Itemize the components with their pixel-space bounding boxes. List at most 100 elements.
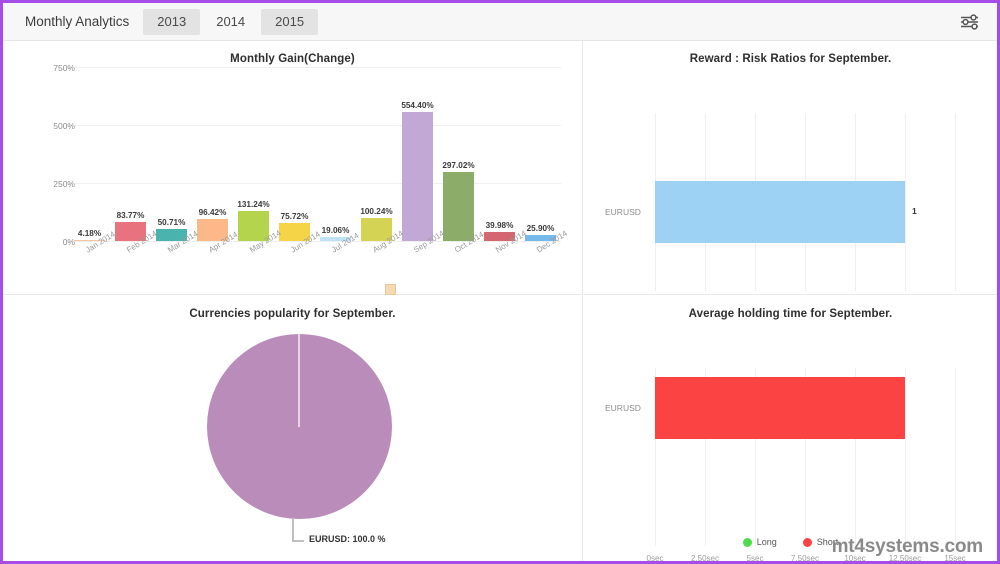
y-axis-tick-label: 250%	[53, 179, 75, 189]
bar-rect[interactable]	[74, 240, 105, 241]
bar-rect[interactable]	[484, 231, 515, 241]
bar-data-label: 96.42%	[198, 207, 227, 217]
bar-rect[interactable]	[197, 218, 228, 241]
gridline-y	[69, 241, 561, 242]
bar-rect[interactable]	[279, 223, 310, 241]
legend-label: Short	[816, 537, 839, 547]
bar-column[interactable]: 554.40%	[397, 67, 438, 241]
gridline-x	[905, 113, 906, 291]
gridline-x	[755, 368, 756, 546]
bar-series: 4.18% 83.77% 50.71% 96.42% 131.24% 75.72% 19.0…	[69, 67, 561, 241]
x-axis-tick-label: 10sec	[844, 554, 866, 563]
gridline-x	[705, 368, 706, 546]
y-axis-tick-label: 750%	[53, 63, 75, 73]
holding-time-legend: Long Short	[584, 537, 997, 547]
legend-item-short[interactable]: Short	[802, 537, 839, 547]
site-watermark: mt4systems.com	[831, 536, 984, 557]
bar-column[interactable]: 100.24%	[356, 67, 397, 241]
panel-reward-risk: Reward : Risk Ratios for September. 00.2…	[584, 41, 997, 308]
bar-data-label: 554.40%	[401, 101, 434, 111]
bar-data-label: 75.72%	[280, 212, 309, 222]
reward-risk-bar-chart: 00.200.400.600.8011.20EURUSD1	[584, 41, 997, 308]
bar-column[interactable]: 19.06%	[315, 67, 356, 241]
bar-rect[interactable]	[655, 181, 905, 243]
sliders-icon[interactable]	[959, 13, 981, 31]
page-title: Monthly Analytics	[25, 14, 130, 29]
bar-column[interactable]: 50.71%	[151, 67, 192, 241]
gridline-x	[905, 368, 906, 546]
gridline-x	[655, 368, 656, 546]
gridline-y	[69, 183, 561, 184]
bar-data-label: 100.24%	[360, 206, 393, 216]
bar-column[interactable]: 25.90%	[520, 67, 561, 241]
tab-2014[interactable]: 2014	[202, 8, 260, 35]
category-axis-label: EURUSD	[605, 403, 641, 413]
x-axis-tick-label: 5sec	[746, 554, 764, 563]
x-axis-tick-label: 7.50sec	[790, 554, 820, 563]
bar-data-label: 25.90%	[526, 224, 555, 233]
gridline-y	[69, 67, 561, 68]
bar-data-label: 83.77%	[116, 210, 145, 220]
bar-rect[interactable]	[402, 112, 433, 241]
dashboard-header: Monthly Analytics 2013 2014 2015	[3, 3, 997, 41]
gridline-x	[855, 368, 856, 546]
bar-data-label: 297.02%	[442, 161, 475, 171]
bar-rect[interactable]	[238, 210, 269, 241]
holding-time-bar-chart: 0sec 2.50sec 5sec 7.50sec 10sec 12.50sec 15sec…	[584, 296, 997, 563]
panel-monthly-gain: Monthly Gain(Change) 750% 500% 250% 0% 4.18%…	[3, 41, 583, 295]
x-axis-tick-label: 12.50sec	[888, 554, 922, 563]
chart-title-currency-popularity: Currencies popularity for September.	[189, 308, 396, 320]
year-tabs: 2013 2014 2015	[143, 8, 320, 35]
gridline-x	[805, 368, 806, 546]
legend-swatch-icon	[742, 537, 752, 547]
bar-data-label: 39.98%	[485, 220, 514, 230]
bar-column[interactable]: 83.77%	[110, 67, 151, 241]
x-axis-tick-label: 0sec	[646, 554, 664, 563]
bar-rect[interactable]	[156, 229, 187, 241]
bar-column[interactable]: 131.24%	[233, 67, 274, 241]
y-axis-tick-label: 0%	[62, 237, 75, 247]
legend-swatch-icon	[802, 537, 812, 547]
pie-slice-eurusd[interactable]	[207, 334, 392, 519]
chart-title-reward-risk: Reward : Risk Ratios for September.	[689, 53, 892, 65]
bar-rect[interactable]	[361, 217, 392, 241]
pie-data-label: EURUSD: 100.0 %	[309, 534, 386, 544]
legend-label: Long	[756, 537, 777, 547]
chart-title-monthly-gain: Monthly Gain(Change)	[230, 53, 355, 65]
bar-data-label: 1	[912, 206, 917, 216]
bar-column[interactable]: 297.02%	[438, 67, 479, 241]
category-axis-label: EURUSD	[605, 207, 641, 217]
tab-2015[interactable]: 2015	[261, 8, 319, 35]
y-axis-tick-label: 500%	[53, 121, 75, 131]
bar-column[interactable]: 75.72%	[274, 67, 315, 241]
panel-holding-time: Average holding time for September. 0sec…	[584, 296, 997, 563]
x-axis-tick-label: 15sec	[944, 554, 966, 563]
chart-title-holding-time: Average holding time for September.	[688, 308, 893, 320]
tab-2013[interactable]: 2013	[143, 8, 201, 35]
pie-leader-line-elbow	[292, 540, 304, 542]
sep-2014-marker	[385, 284, 396, 295]
bar-rect[interactable]	[443, 172, 474, 241]
bar-data-label: 50.71%	[157, 218, 186, 228]
pie-slice-divider	[298, 334, 300, 427]
gridline-y	[69, 125, 561, 126]
x-axis-labels: Jan 2014 Feb 2014 Mar 2014 Apr 2014 May 2014…	[69, 228, 569, 295]
currency-popularity-pie-chart: EURUSD: 100.0 %	[3, 330, 583, 545]
legend-item-long[interactable]: Long	[742, 537, 777, 547]
pie-leader-line	[292, 519, 294, 541]
panel-currency-popularity: Currencies popularity for September. EUR…	[3, 296, 583, 561]
bar-column[interactable]: 96.42%	[192, 67, 233, 241]
bar-rect[interactable]	[115, 221, 146, 241]
bar-rect[interactable]	[655, 377, 905, 439]
gridline-x	[955, 113, 956, 291]
gridline-x	[955, 368, 956, 546]
bar-rect[interactable]	[525, 235, 556, 241]
bar-column[interactable]: 39.98%	[479, 67, 520, 241]
bar-data-label: 4.18%	[77, 229, 102, 238]
monthly-gain-bar-chart: 750% 500% 250% 0% 4.18% 83.77% 50.71% 96.42% 131…	[3, 41, 583, 295]
bar-rect[interactable]	[320, 236, 351, 241]
bar-column[interactable]: 4.18%	[69, 67, 110, 241]
bar-data-label: 131.24%	[237, 199, 270, 209]
x-axis-tick-label: 2.50sec	[690, 554, 720, 563]
